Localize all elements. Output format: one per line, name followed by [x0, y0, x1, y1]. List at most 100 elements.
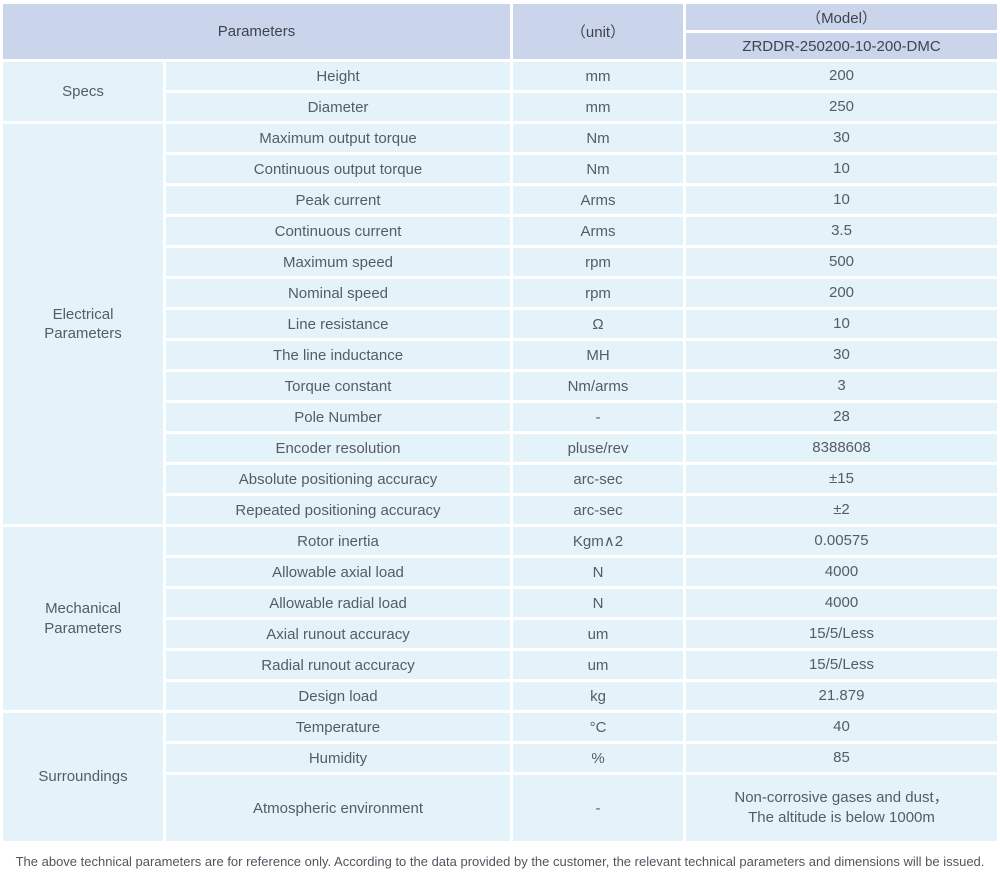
param-cell: Atmospheric environment	[166, 775, 510, 841]
value-cell: 15/5/Less	[686, 620, 997, 648]
table-row: Axial runout accuracy um 15/5/Less	[3, 620, 997, 648]
unit-cell: Nm	[513, 155, 683, 183]
value-cell: 10	[686, 155, 997, 183]
unit-cell: mm	[513, 93, 683, 121]
param-cell: Continuous current	[166, 217, 510, 245]
table-row: Line resistance Ω 10	[3, 310, 997, 338]
value-cell: 28	[686, 403, 997, 431]
unit-cell: um	[513, 620, 683, 648]
value-cell: 30	[686, 124, 997, 152]
value-cell: 4000	[686, 589, 997, 617]
unit-cell: °C	[513, 713, 683, 741]
param-cell: Continuous output torque	[166, 155, 510, 183]
table-row: Pole Number -28	[3, 403, 997, 431]
param-cell: Temperature	[166, 713, 510, 741]
param-cell: Humidity	[166, 744, 510, 772]
value-cell: 3.5	[686, 217, 997, 245]
value-cell: 200	[686, 279, 997, 307]
unit-cell: Arms	[513, 217, 683, 245]
value-cell: 21.879	[686, 682, 997, 710]
group-cell: Mechanical Parameters	[3, 527, 163, 710]
value-cell: 4000	[686, 558, 997, 586]
model-code: ZRDDR-250200-10-200-DMC	[686, 33, 997, 59]
table-row: Allowable radial load N 4000	[3, 589, 997, 617]
group-cell: Specs	[3, 62, 163, 121]
table-row: The line inductance MH 30	[3, 341, 997, 369]
unit-cell: %	[513, 744, 683, 772]
value-cell: 500	[686, 248, 997, 276]
unit-header: （unit）	[513, 4, 683, 59]
table-body: Specs Height mm 200 Diameter mm 250 Electrical …	[3, 62, 997, 841]
table-row: Repeated positioning accuracy arc-sec ±2	[3, 496, 997, 524]
value-cell: 85	[686, 744, 997, 772]
table-row: Continuous output torque Nm 10	[3, 155, 997, 183]
table-row: Design load kg 21.879	[3, 682, 997, 710]
param-cell: Allowable axial load	[166, 558, 510, 586]
unit-cell: -	[513, 403, 683, 431]
table-row: Mechanical Parameters Rotor inertia Kgm∧2 0…	[3, 527, 997, 710]
param-cell: Diameter	[166, 93, 510, 121]
footer-disclaimer: The above technical parameters are for r…	[15, 854, 985, 869]
value-cell: 30	[686, 341, 997, 369]
value-cell: ±15	[686, 465, 997, 493]
table-row: Radial runout accuracy um 15/5/Less	[3, 651, 997, 679]
spec-table: Parameters （unit） （Model） ZRDDR-250200-1…	[0, 1, 1000, 844]
value-cell: 8388608	[686, 434, 997, 462]
unit-cell: Nm/arms	[513, 372, 683, 400]
unit-cell: MH	[513, 341, 683, 369]
unit-cell: N	[513, 589, 683, 617]
param-cell: Height	[166, 62, 510, 90]
value-cell: 3	[686, 372, 997, 400]
value-cell: 200	[686, 62, 997, 90]
unit-cell: mm	[513, 62, 683, 90]
unit-cell: rpm	[513, 248, 683, 276]
unit-cell: arc-sec	[513, 465, 683, 493]
table-row: Continuous current Arms 3.5	[3, 217, 997, 245]
param-cell: Maximum speed	[166, 248, 510, 276]
table-row: Atmospheric environment - Non-corrosive ga…	[3, 775, 997, 841]
unit-cell: pluse/rev	[513, 434, 683, 462]
table-row: Electrical Parameters Maximum output torq…	[3, 124, 997, 524]
param-cell: Design load	[166, 682, 510, 710]
table-row: Absolute positioning accuracy arc-sec ±15	[3, 465, 997, 493]
param-cell: Encoder resolution	[166, 434, 510, 462]
value-cell: Non-corrosive gases and dust， The altitu…	[686, 775, 997, 841]
unit-cell: Arms	[513, 186, 683, 214]
value-cell: 10	[686, 310, 997, 338]
param-cell: Maximum output torque	[166, 124, 510, 152]
unit-cell: Nm	[513, 124, 683, 152]
param-cell: Allowable radial load	[166, 589, 510, 617]
table-row: Allowable axial load N 4000	[3, 558, 997, 586]
param-cell: Nominal speed	[166, 279, 510, 307]
unit-cell: arc-sec	[513, 496, 683, 524]
value-cell: 0.00575	[686, 527, 997, 555]
param-cell: Peak current	[166, 186, 510, 214]
param-cell: Radial runout accuracy	[166, 651, 510, 679]
param-cell: Rotor inertia	[166, 527, 510, 555]
unit-cell: -	[513, 775, 683, 841]
unit-cell: rpm	[513, 279, 683, 307]
table-row: Torque constant Nm/arms 3	[3, 372, 997, 400]
param-cell: Absolute positioning accuracy	[166, 465, 510, 493]
table-row: Nominal speed rpm 200	[3, 279, 997, 307]
value-cell: ±2	[686, 496, 997, 524]
unit-cell: Kgm∧2	[513, 527, 683, 555]
param-cell: Line resistance	[166, 310, 510, 338]
parameters-header: Parameters	[3, 4, 510, 59]
value-cell: 40	[686, 713, 997, 741]
group-cell: Electrical Parameters	[3, 124, 163, 524]
group-cell: Surroundings	[3, 713, 163, 841]
unit-cell: Ω	[513, 310, 683, 338]
value-cell: 10	[686, 186, 997, 214]
unit-cell: kg	[513, 682, 683, 710]
value-cell: 250	[686, 93, 997, 121]
unit-cell: um	[513, 651, 683, 679]
table-row: Surroundings Temperature °C 40	[3, 713, 997, 841]
table-row: Peak current Arms 10	[3, 186, 997, 214]
table-row: Encoder resolution pluse/rev 8388608	[3, 434, 997, 462]
table-row: Humidity% 85	[3, 744, 997, 772]
table-row: Diameter mm 250	[3, 93, 997, 121]
param-cell: The line inductance	[166, 341, 510, 369]
unit-cell: N	[513, 558, 683, 586]
